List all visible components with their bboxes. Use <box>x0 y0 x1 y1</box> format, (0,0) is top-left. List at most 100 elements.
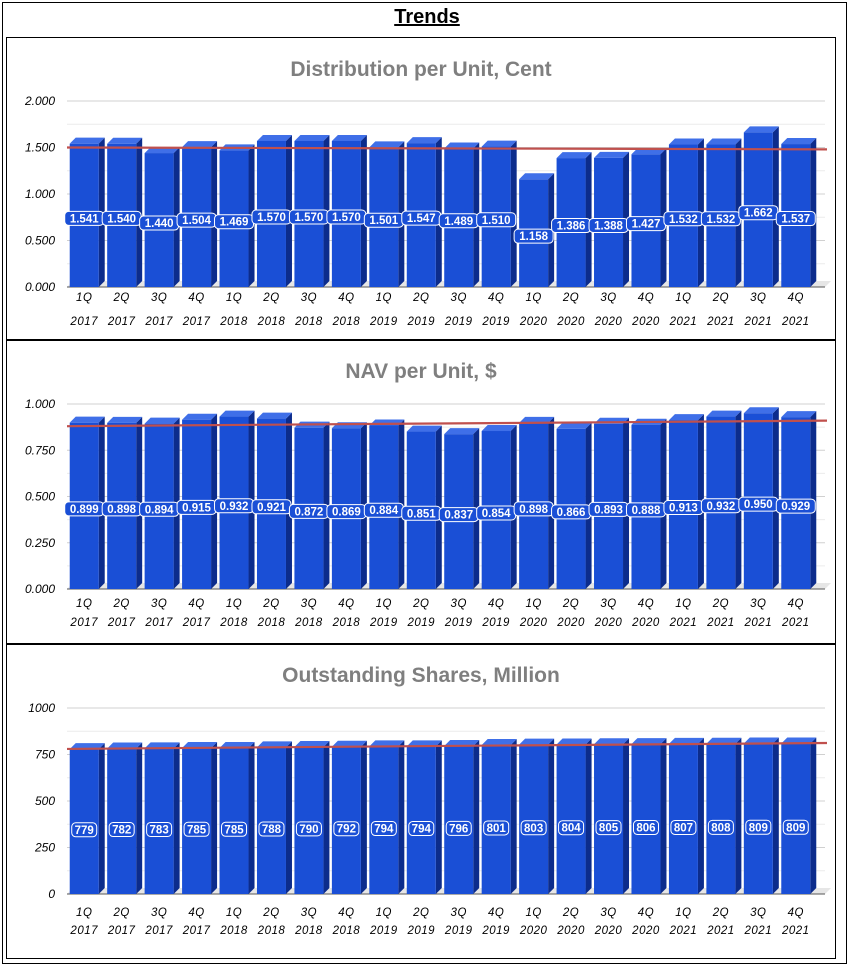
x-tick-quarter: 3Q <box>301 292 317 304</box>
bar-side <box>211 741 218 894</box>
y-tick-label: 250 <box>34 841 55 855</box>
value-label-box <box>520 820 547 836</box>
value-label: 0.884 <box>369 505 398 517</box>
x-tick-year: 2017 <box>69 925 98 937</box>
value-label: 804 <box>561 823 581 835</box>
value-label-box <box>595 820 622 836</box>
x-tick-quarter: 3Q <box>750 292 766 304</box>
x-tick-quarter: 2Q <box>262 292 279 304</box>
bar-group <box>556 738 592 894</box>
bar-top <box>743 407 779 414</box>
x-tick-quarter: 1Q <box>525 907 541 919</box>
value-label: 0.854 <box>482 508 511 520</box>
x-tick-quarter: 1Q <box>226 907 242 919</box>
bar-top <box>631 738 667 745</box>
value-label-box <box>707 819 734 835</box>
bar <box>144 748 174 894</box>
x-tick-year: 2021 <box>744 925 773 937</box>
value-label: 1.570 <box>295 212 324 224</box>
x-tick-year: 2019 <box>481 617 510 629</box>
bar <box>594 744 624 894</box>
value-label-box <box>782 819 809 835</box>
bar-top <box>556 422 592 429</box>
bar-group <box>219 741 255 894</box>
y-tick-label: 0.250 <box>25 536 55 550</box>
distribution-chart-panel: Distribution per Unit, Cent 2.000 1.500 1.0… <box>6 37 836 340</box>
bar-top <box>144 417 180 424</box>
x-tick-quarter: 3Q <box>151 598 167 610</box>
x-tick-year: 2021 <box>669 316 698 328</box>
x-tick-quarter: 1Q <box>76 598 92 610</box>
x-tick-quarter: 3Q <box>750 907 766 919</box>
x-tick-year: 2018 <box>294 316 323 328</box>
x-tick-quarter: 2Q <box>412 292 429 304</box>
value-label: 0.872 <box>295 506 324 518</box>
bar-top <box>406 137 442 144</box>
bar-side <box>435 740 442 894</box>
x-tick-quarter: 4Q <box>188 292 204 304</box>
value-label: 0.866 <box>557 507 586 519</box>
x-tick-quarter: 2Q <box>562 292 579 304</box>
bar-group <box>594 738 630 894</box>
x-tick-year: 2017 <box>69 316 98 328</box>
bar-side <box>360 740 367 894</box>
x-tick-quarter: 2Q <box>712 598 729 610</box>
value-label-box <box>632 820 659 836</box>
value-label-box <box>558 820 585 836</box>
value-label: 1.386 <box>557 221 586 233</box>
x-tick-quarter: 1Q <box>76 907 92 919</box>
x-tick-year: 2021 <box>744 617 773 629</box>
bar-top <box>182 741 218 748</box>
bar-top <box>144 742 180 749</box>
y-tick-label: 0 <box>48 887 55 901</box>
value-label: 809 <box>786 822 805 834</box>
value-label: 1.469 <box>220 217 249 229</box>
bar <box>107 748 137 894</box>
value-label: 0.932 <box>706 501 735 513</box>
value-label-box <box>221 821 248 837</box>
value-label-box <box>370 821 397 837</box>
x-tick-year: 2020 <box>556 925 585 937</box>
value-label: 0.915 <box>182 502 211 514</box>
x-tick-quarter: 3Q <box>301 598 317 610</box>
y-tick-label: 0.750 <box>25 443 55 457</box>
value-label: 785 <box>187 824 207 836</box>
bar-top <box>369 141 405 148</box>
bar <box>556 744 586 894</box>
x-tick-year: 2018 <box>332 316 361 328</box>
y-tick-label: 0.500 <box>25 234 55 248</box>
bar-side <box>772 737 779 894</box>
bar-side <box>398 740 405 894</box>
bar-top <box>444 428 480 435</box>
x-tick-quarter: 3Q <box>750 598 766 610</box>
bar-group <box>331 740 367 894</box>
x-tick-year: 2020 <box>631 617 660 629</box>
x-tick-year: 2019 <box>369 925 398 937</box>
y-tick-label: 1000 <box>28 701 55 715</box>
x-tick-year: 2019 <box>444 617 473 629</box>
x-tick-year: 2021 <box>781 617 810 629</box>
value-label-box <box>108 822 135 838</box>
y-tick-label: 1.000 <box>25 397 55 411</box>
x-tick-year: 2019 <box>406 617 435 629</box>
x-tick-quarter: 4Q <box>788 907 804 919</box>
bar-top <box>331 134 367 141</box>
x-tick-quarter: 1Q <box>675 292 691 304</box>
x-tick-quarter: 4Q <box>188 598 204 610</box>
bar-group <box>406 740 442 894</box>
value-label: 0.837 <box>444 510 473 522</box>
bar <box>369 746 399 894</box>
x-tick-quarter: 1Q <box>226 598 242 610</box>
trend-line <box>66 146 828 151</box>
x-tick-quarter: 2Q <box>262 907 279 919</box>
x-tick-quarter: 3Q <box>600 907 616 919</box>
bar-top <box>781 411 817 418</box>
value-label: 808 <box>711 822 731 834</box>
x-tick-quarter: 1Q <box>376 598 392 610</box>
value-label: 0.869 <box>332 507 361 519</box>
bar-top <box>69 416 105 423</box>
x-tick-year: 2018 <box>257 925 286 937</box>
value-label: 806 <box>636 823 655 835</box>
shares-chart-panel: Outstanding Shares, Million 1000 750 500 250… <box>6 644 836 959</box>
value-label: 785 <box>224 824 244 836</box>
